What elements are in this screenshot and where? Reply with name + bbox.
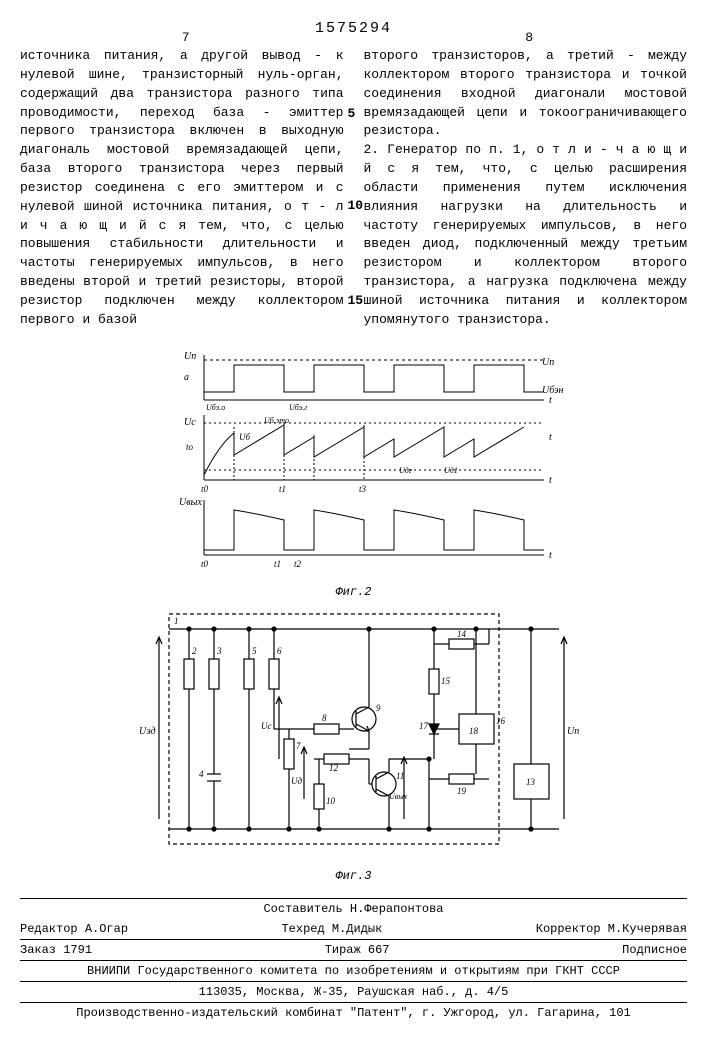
techred-name: М.Дидык (332, 922, 382, 936)
corrector-name: М.Кучерявая (608, 922, 687, 936)
tirazh-value: 667 (368, 943, 390, 957)
svg-text:t2: t2 (294, 559, 302, 569)
svg-text:t: t (549, 550, 552, 561)
fig2-t1axis: t (549, 395, 552, 406)
fig2-to: tо (186, 442, 194, 452)
fig3-Uc: Uc (261, 721, 272, 731)
fig2-Ubэто: Uб.этo (264, 416, 289, 425)
fig2-t3: t3 (359, 484, 367, 494)
tirazh-label: Тираж (325, 943, 361, 957)
svg-text:5: 5 (252, 646, 257, 656)
fig2-label-a: а (184, 372, 189, 383)
zakaz-value: 1791 (63, 943, 92, 957)
fig3-Uin: Uэд (139, 726, 156, 737)
figure-2: Uп а Uп Uбэн Uбэ.о Uбэ.г t Uc tо Uб Uб.э… (144, 345, 564, 575)
fig3-Ug: Uд (291, 776, 302, 786)
svg-text:6: 6 (277, 646, 282, 656)
right-column-p2: 2. Генератор по п. 1, о т л и - ч а ю щ … (364, 142, 688, 327)
fig2-label-Ubэн: Uбэн (542, 385, 564, 396)
svg-text:t0: t0 (201, 559, 209, 569)
fig3-Uvyh: Uвых (389, 792, 408, 801)
svg-text:2: 2 (192, 646, 197, 656)
fig2-t0: t0 (201, 484, 209, 494)
text-columns: источника питания, а другой вывод - к ну… (20, 47, 687, 330)
fig2-label-Un2: Uп (542, 357, 554, 368)
techred-label: Техред (281, 922, 324, 936)
fig2-t1: t1 (279, 484, 286, 494)
fig2-Ub: Uб (239, 432, 250, 442)
zakaz-label: Заказ (20, 943, 56, 957)
svg-text:t1: t1 (274, 559, 281, 569)
svg-text:12: 12 (329, 763, 339, 773)
right-column-p1: второго транзисторов, а третий - между к… (364, 48, 688, 138)
svg-text:7: 7 (296, 741, 301, 751)
svg-text:4: 4 (199, 769, 204, 779)
editor-name: А.Огар (85, 922, 128, 936)
figure-3: Uэд Uп Uc Uд Uвых 1 2 3 4 5 6 7 8 9 10 1… (129, 599, 579, 859)
editor-label: Редактор (20, 922, 78, 936)
line-marker-15: 15 (348, 292, 364, 311)
svg-text:13: 13 (526, 777, 536, 787)
fig2-Ubэг: Uбэ.г (289, 403, 307, 412)
svg-text:11: 11 (396, 771, 404, 781)
subscription: Подписное (622, 943, 687, 957)
line-marker-5: 5 (348, 105, 356, 124)
figure-3-caption: Фиг.3 (20, 869, 687, 883)
fig2-Uvyh: Uвых (179, 497, 202, 508)
fig2-Uc: Uc (184, 417, 196, 428)
corrector-label: Корректор (536, 922, 601, 936)
fig2-Ugr: Uдг (399, 466, 412, 475)
address-line: 113035, Москва, Ж-35, Раушская наб., д. … (20, 981, 687, 1002)
vniipi-line: ВНИИПИ Государственного комитета по изоб… (20, 960, 687, 981)
svg-text:8: 8 (322, 713, 327, 723)
patent-number: 1575294 (20, 20, 687, 37)
right-column: второго транзисторов, а третий - между к… (364, 47, 688, 330)
svg-text:18: 18 (469, 726, 479, 736)
svg-text:3: 3 (216, 646, 222, 656)
svg-text:1: 1 (174, 616, 179, 626)
svg-text:10: 10 (326, 796, 336, 806)
svg-text:15: 15 (441, 676, 451, 686)
fig2-t3axis: t (549, 475, 552, 486)
svg-text:19: 19 (457, 786, 467, 796)
svg-text:9: 9 (376, 703, 381, 713)
figures-area: Uп а Uп Uбэн Uбэ.о Uбэ.г t Uc tо Uб Uб.э… (20, 345, 687, 883)
editor-row: Редактор А.Огар Техред М.Дидык Корректор… (20, 919, 687, 939)
credits-block: Составитель Н.Ферапонтова Редактор А.Ога… (20, 898, 687, 1023)
compiler-label: Составитель (263, 902, 342, 916)
fig2-label-Un: Uп (184, 351, 196, 362)
order-row: Заказ 1791 Тираж 667 Подписное (20, 939, 687, 960)
figure-2-caption: Фиг.2 (20, 585, 687, 599)
left-column-text: источника питания, а другой вывод - к ну… (20, 48, 344, 327)
left-column: источника питания, а другой вывод - к ну… (20, 47, 344, 330)
fig2-Ubэо: Uбэ.о (206, 403, 225, 412)
svg-text:16: 16 (496, 716, 506, 726)
svg-text:17: 17 (419, 721, 429, 731)
fig3-Un: Uп (567, 726, 579, 737)
footer-line: Производственно-издательский комбинат "П… (20, 1002, 687, 1023)
fig2-Ugi: Uд1 (444, 466, 458, 475)
fig2-t2axis: t (549, 432, 552, 443)
line-marker-10: 10 (348, 197, 364, 216)
svg-text:14: 14 (457, 629, 467, 639)
compiler-row: Составитель Н.Ферапонтова (20, 898, 687, 919)
compiler-name: Н.Ферапонтова (350, 902, 444, 916)
